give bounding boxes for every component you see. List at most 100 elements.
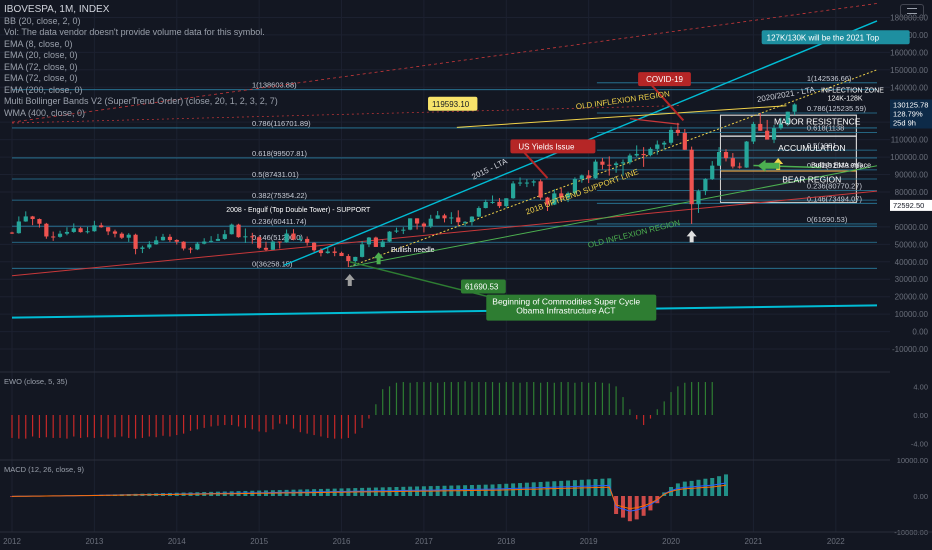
candle-body [85, 231, 90, 233]
candle-body [44, 223, 49, 237]
candle-body [236, 224, 241, 238]
candle-body [703, 179, 708, 192]
candle-body [716, 152, 722, 166]
candle-body [593, 161, 598, 179]
ewo-tick-label: 0.00 [913, 411, 928, 420]
candle-body [257, 237, 262, 248]
candle-body [366, 237, 372, 245]
candle-body [517, 182, 523, 184]
candle-body [209, 240, 214, 242]
candle-body [613, 163, 619, 166]
candle-body [92, 225, 97, 232]
trend-line [456, 105, 787, 128]
candle-body [195, 243, 200, 250]
legend-line: EMA (20, close, 0) [4, 50, 78, 60]
y-tick-label: 160000.00 [890, 48, 928, 57]
y-tick-label: 140000.00 [890, 83, 928, 92]
candle-body [305, 238, 310, 243]
candle-body [270, 241, 276, 250]
candle-body [744, 141, 749, 168]
x-tick-label: 2016 [333, 537, 351, 546]
candle-body [785, 111, 790, 125]
candle-body [215, 238, 221, 241]
candle-body [511, 183, 516, 199]
fib-level-label: 1(142536.66) [807, 74, 852, 83]
y-tick-label: 90000.00 [895, 171, 929, 180]
x-tick-label: 2014 [168, 537, 186, 546]
candle-body [284, 233, 289, 243]
red-callout-box [510, 139, 596, 154]
chart-menu-button[interactable] [900, 4, 924, 18]
ewo-label: EWO (close, 5, 35) [4, 377, 68, 386]
candle-body [414, 218, 420, 224]
candle-body [751, 123, 756, 142]
candle-body [545, 197, 550, 205]
price-label-text: 72592.50 [893, 201, 924, 210]
fib-level-label: 0.236(80770.27) [807, 182, 863, 191]
candle-body [99, 225, 104, 228]
y-tick-label: 40000.00 [895, 258, 929, 267]
candle-body [696, 191, 701, 205]
candle-body [387, 231, 392, 242]
up-arrow-icon [373, 252, 384, 265]
candle-body [469, 216, 475, 222]
fib-level-label: 0.382(75354.22) [252, 191, 308, 200]
macd-label: MACD (12, 26, close, 9) [4, 465, 85, 474]
candle-body [373, 237, 378, 247]
signal-line [11, 484, 727, 510]
inflection-box [719, 114, 857, 203]
y-tick-label: 150000.00 [890, 66, 928, 75]
candle-body [174, 239, 179, 242]
x-tick-label: 2012 [3, 537, 21, 546]
x-tick-label: 2020 [662, 537, 680, 546]
ewo-tick-label: -4.00 [911, 440, 928, 449]
green-callout-text: Obama Infrastructure ACT [516, 305, 615, 315]
candle-body [401, 229, 406, 231]
candle-body [600, 161, 605, 165]
trend-line [11, 304, 878, 319]
candle-body [78, 228, 83, 233]
legend-line: WMA (400, close, 0) [4, 107, 86, 118]
candle-body [140, 247, 145, 249]
legend-line: BB (20, close, 2, 0) [4, 15, 81, 26]
fib-level-label: 0.786(116701.89) [252, 119, 311, 128]
fib-level-label: 0(61690.53) [807, 215, 848, 224]
candle-body [277, 241, 282, 243]
candle-body [627, 155, 632, 163]
candle-body [648, 148, 653, 156]
candle-body [408, 218, 413, 230]
candle-body [119, 233, 124, 238]
level-label-text: 119593.10 [432, 100, 470, 109]
candle-body [243, 236, 248, 238]
zone-label: BEAR REGION [782, 174, 841, 184]
trend-line [349, 165, 878, 268]
y-tick-label: -10000.00 [892, 345, 929, 354]
legend-line: EMA (8, close, 0) [4, 38, 73, 49]
y-tick-label: 110000.00 [891, 136, 929, 145]
candle-body [37, 219, 42, 224]
trend-line [349, 69, 878, 268]
candle-body [126, 234, 131, 238]
candle-body [160, 236, 166, 241]
candle-body [565, 193, 571, 198]
annotation-pointer [647, 80, 685, 122]
candle-body [579, 175, 584, 180]
candle-body [449, 217, 454, 219]
candle-body [112, 231, 118, 234]
candle-body [229, 224, 234, 235]
candle-body [154, 240, 159, 245]
price-label-text: 25d 9h [893, 118, 916, 127]
annotation-label: Bullish needle [391, 247, 435, 254]
level-label-box [428, 96, 478, 111]
candle-body [504, 198, 509, 207]
candle-body [250, 236, 255, 238]
candle-body [490, 201, 495, 203]
x-tick-label: 2022 [827, 537, 845, 546]
candle-body [559, 193, 564, 198]
annotation-label: Bullish EMA enlace [811, 163, 871, 170]
x-tick-label: 2021 [745, 537, 763, 546]
fib-level-label: 0(36258.15) [252, 259, 293, 268]
up-arrow-icon [344, 274, 355, 287]
